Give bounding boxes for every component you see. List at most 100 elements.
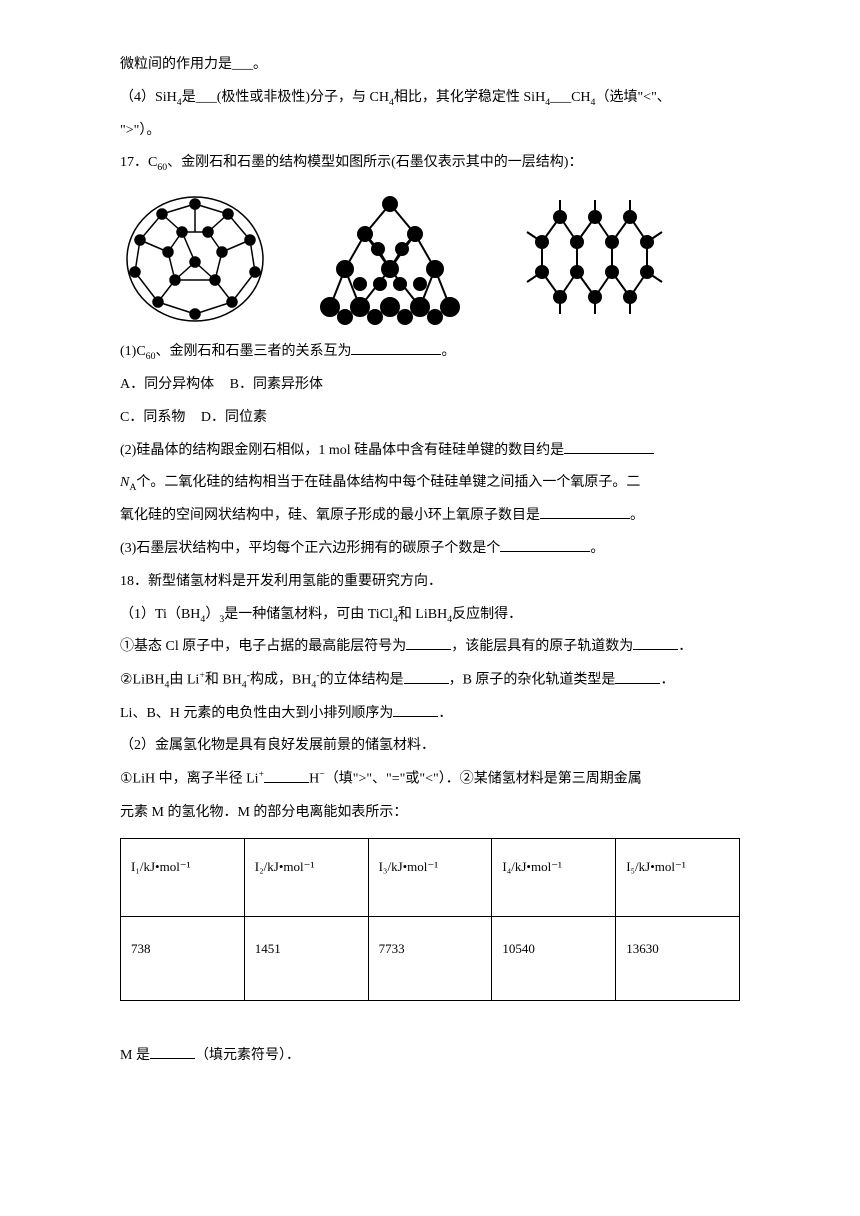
text: 、金刚石和石墨的结构模型如图所示(石墨仅表示其中的一层结构)： bbox=[167, 155, 582, 170]
table-cell: 738 bbox=[121, 917, 245, 1001]
table-header: I₁/kJ•mol⁻¹ bbox=[121, 839, 245, 917]
question-18-2: （2）金属氢化物是具有良好发展前景的储氢材料． bbox=[120, 731, 740, 762]
fill-blank[interactable] bbox=[351, 341, 441, 355]
fill-blank[interactable] bbox=[540, 505, 630, 519]
subscript: 4 bbox=[311, 680, 316, 691]
option-c: C．同系物 bbox=[120, 410, 185, 425]
fill-blank[interactable] bbox=[404, 670, 449, 684]
ionization-energy-table: I₁/kJ•mol⁻¹ I₂/kJ•mol⁻¹ I₃/kJ•mol⁻¹ I₄/k… bbox=[120, 838, 740, 1000]
table-cell: 1451 bbox=[244, 917, 368, 1001]
table-cell: 7733 bbox=[368, 917, 492, 1001]
text: ． bbox=[678, 639, 692, 654]
question-17-2a: (2)硅晶体的结构跟金刚石相似，1 mol 硅晶体中含有硅硅单键的数目约是 bbox=[120, 436, 740, 467]
text: 元素 M 的氢化物．M 的部分电离能如表所示： bbox=[120, 805, 407, 820]
fill-blank[interactable] bbox=[500, 538, 590, 552]
text: Li、B、H 元素的电负性由大到小排列顺序为 bbox=[120, 706, 393, 721]
subscript: 60 bbox=[157, 162, 167, 173]
text: 。 bbox=[441, 344, 455, 359]
fill-blank[interactable] bbox=[406, 636, 451, 650]
structure-diagrams bbox=[120, 189, 740, 329]
text: 个。二氧化硅的结构相当于在硅晶体结构中每个硅硅单键之间插入一个氧原子。二 bbox=[136, 475, 640, 490]
question-17-1: (1)C60、金刚石和石墨三者的关系互为 。 bbox=[120, 337, 740, 368]
text: ． bbox=[660, 673, 674, 688]
text: 18．新型储氢材料是开发利用氢能的重要研究方向． bbox=[120, 574, 442, 589]
text: H bbox=[309, 772, 319, 787]
fill-blank[interactable] bbox=[564, 440, 654, 454]
text: ，B 原子的杂化轨道类型是 bbox=[449, 673, 616, 688]
table-cell: 10540 bbox=[492, 917, 616, 1001]
fill-blank[interactable] bbox=[150, 1045, 195, 1059]
question-18-1a: ①基态 Cl 原子中，电子占据的最高能层符号为 ，该能层具有的原子轨道数为 ． bbox=[120, 632, 740, 663]
text: 和 BH bbox=[205, 673, 242, 688]
question-18-1c: Li、B、H 元素的电负性由大到小排列顺序为 ． bbox=[120, 699, 740, 730]
text: ①基态 Cl 原子中，电子占据的最高能层符号为 bbox=[120, 639, 406, 654]
diamond-structure-icon bbox=[310, 189, 470, 329]
text: 。 bbox=[630, 508, 644, 523]
subscript: 4 bbox=[242, 680, 247, 691]
text: ②LiBH bbox=[120, 673, 164, 688]
text: （2）金属氢化物是具有良好发展前景的储氢材料． bbox=[120, 738, 435, 753]
continuation-line: 微粒间的作用力是___。 bbox=[120, 50, 740, 81]
option-b: B．同素异形体 bbox=[230, 377, 323, 392]
table-header: I₄/kJ•mol⁻¹ bbox=[492, 839, 616, 917]
text: （填">"、"="或"<"）．②某储氢材料是第三周期金属 bbox=[325, 772, 642, 787]
fill-blank[interactable] bbox=[264, 769, 309, 783]
option-a: A．同分异构体 bbox=[120, 377, 214, 392]
question-18-1b: ②LiBH4由 Li+和 BH4-构成，BH4-的立体结构是，B 原子的杂化轨道… bbox=[120, 665, 740, 696]
text: 是___(极性或非极性)分子，与 CH bbox=[182, 90, 389, 105]
question-18-m: M 是 （填元素符号）． bbox=[120, 1041, 740, 1072]
question-17-3: (3)石墨层状结构中，平均每个正六边形拥有的碳原子个数是个 。 bbox=[120, 534, 740, 565]
text: 。 bbox=[590, 541, 604, 556]
table-header: I₅/kJ•mol⁻¹ bbox=[616, 839, 740, 917]
text: （选填"<"、 bbox=[595, 90, 670, 105]
text: ） bbox=[205, 607, 219, 622]
option-d: D．同位素 bbox=[201, 410, 267, 425]
text: 微粒间的作用力是___。 bbox=[120, 57, 267, 72]
text: 是一种储氢材料，可由 TiCl bbox=[224, 607, 393, 622]
text: ___CH bbox=[550, 90, 590, 105]
text: 构成，BH bbox=[250, 673, 311, 688]
c60-structure-icon bbox=[120, 192, 270, 327]
question-4-tail: ">"）。 bbox=[120, 116, 740, 147]
symbol-n: N bbox=[120, 475, 129, 490]
table-header-row: I₁/kJ•mol⁻¹ I₂/kJ•mol⁻¹ I₃/kJ•mol⁻¹ I₄/k… bbox=[121, 839, 740, 917]
table-cell: 13630 bbox=[616, 917, 740, 1001]
table-header: I₂/kJ•mol⁻¹ bbox=[244, 839, 368, 917]
question-18: 18．新型储氢材料是开发利用氢能的重要研究方向． bbox=[120, 567, 740, 598]
text: M 是 bbox=[120, 1048, 150, 1063]
question-17-2c: 氧化硅的空间网状结构中，硅、氧原子形成的最小环上氧原子数目是 。 bbox=[120, 501, 740, 532]
options-row-1: A．同分异构体 B．同素异形体 bbox=[120, 370, 740, 401]
text: 反应制得． bbox=[452, 607, 522, 622]
text: ，该能层具有的原子轨道数为 bbox=[451, 639, 633, 654]
text: ①LiH 中，离子半径 Li bbox=[120, 772, 259, 787]
question-4: （4）SiH4是___(极性或非极性)分子，与 CH4相比，其化学稳定性 SiH… bbox=[120, 83, 740, 114]
text: 相比，其化学稳定性 SiH bbox=[394, 90, 545, 105]
table-data-row: 738 1451 7733 10540 13630 bbox=[121, 917, 740, 1001]
question-18-2b: 元素 M 的氢化物．M 的部分电离能如表所示： bbox=[120, 798, 740, 829]
text: 的立体结构是 bbox=[320, 673, 404, 688]
text: 17．C bbox=[120, 155, 157, 170]
text: ． bbox=[438, 706, 452, 721]
question-18-2a: ①LiH 中，离子半径 Li+H−（填">"、"="或"<"）．②某储氢材料是第… bbox=[120, 764, 740, 795]
text: （填元素符号）． bbox=[195, 1048, 300, 1063]
text: （4）SiH bbox=[120, 90, 177, 105]
graphite-structure-icon bbox=[510, 192, 680, 327]
text: 、金刚石和石墨三者的关系互为 bbox=[155, 344, 351, 359]
text: ">"）。 bbox=[120, 123, 160, 138]
subscript: 60 bbox=[146, 351, 156, 362]
question-17: 17．C60、金刚石和石墨的结构模型如图所示(石墨仅表示其中的一层结构)： bbox=[120, 148, 740, 179]
table-header: I₃/kJ•mol⁻¹ bbox=[368, 839, 492, 917]
text: (1)C bbox=[120, 344, 146, 359]
text: 和 LiBH bbox=[398, 607, 447, 622]
fill-blank[interactable] bbox=[393, 703, 438, 717]
fill-blank[interactable] bbox=[615, 670, 660, 684]
options-row-2: C．同系物 D．同位素 bbox=[120, 403, 740, 434]
question-18-1: （1）Ti（BH4）3是一种储氢材料，可由 TiCl4和 LiBH4反应制得． bbox=[120, 600, 740, 631]
text: (3)石墨层状结构中，平均每个正六边形拥有的碳原子个数是个 bbox=[120, 541, 500, 556]
text: 氧化硅的空间网状结构中，硅、氧原子形成的最小环上氧原子数目是 bbox=[120, 508, 540, 523]
text: （1）Ti（BH bbox=[120, 607, 200, 622]
fill-blank[interactable] bbox=[633, 636, 678, 650]
text: 由 Li bbox=[169, 673, 199, 688]
question-17-2b: NA个。二氧化硅的结构相当于在硅晶体结构中每个硅硅单键之间插入一个氧原子。二 bbox=[120, 468, 740, 499]
text: (2)硅晶体的结构跟金刚石相似，1 mol 硅晶体中含有硅硅单键的数目约是 bbox=[120, 443, 564, 458]
